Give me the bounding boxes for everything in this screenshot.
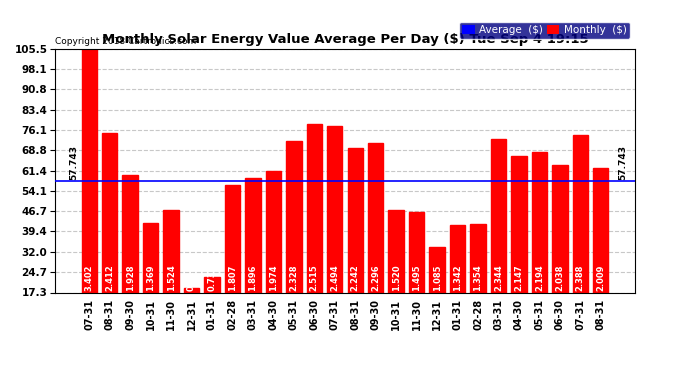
Text: 2.296: 2.296 [371,264,380,291]
Text: 2.194: 2.194 [535,264,544,291]
Text: 0.615: 0.615 [187,264,196,291]
Text: 2.494: 2.494 [331,264,339,291]
Text: 1.495: 1.495 [412,264,421,291]
Text: 1.085: 1.085 [433,265,442,291]
Bar [204,277,219,292]
Bar [409,212,424,292]
Text: 57.743: 57.743 [618,145,627,180]
Title: Monthly Solar Energy Value Average Per Day ($) Tue Sep 4 19:15: Monthly Solar Energy Value Average Per D… [101,33,589,46]
Text: 2.009: 2.009 [596,265,605,291]
Bar [143,223,158,292]
Bar [429,247,445,292]
Text: 1.524: 1.524 [166,264,175,291]
Bar [266,171,281,292]
Bar [327,126,342,292]
Bar [286,141,302,292]
Bar [573,135,588,292]
Bar [164,210,179,292]
Legend: Average  ($), Monthly  ($): Average ($), Monthly ($) [459,22,629,39]
Text: 1.520: 1.520 [392,264,401,291]
Text: 1.928: 1.928 [126,265,135,291]
Bar [532,152,547,292]
Text: 1.974: 1.974 [269,265,278,291]
Text: 2.328: 2.328 [289,265,298,291]
Bar [491,139,506,292]
Bar [122,175,138,292]
Text: 2.344: 2.344 [494,264,503,291]
Bar [245,178,261,292]
Bar [225,185,240,292]
Bar [450,225,465,292]
Text: Copyright 2018 Cartronics.com: Copyright 2018 Cartronics.com [55,38,197,46]
Bar [511,156,526,292]
Text: 2.388: 2.388 [576,265,585,291]
Text: 1.369: 1.369 [146,265,155,291]
Text: 57.743: 57.743 [69,145,78,180]
Bar [593,168,609,292]
Bar [368,143,384,292]
Bar [306,124,322,292]
Text: 2.038: 2.038 [555,265,564,291]
Bar [102,134,117,292]
Text: 1.354: 1.354 [473,264,482,291]
Text: 3.402: 3.402 [85,265,94,291]
Text: 1.807: 1.807 [228,265,237,291]
Text: 2.412: 2.412 [105,264,114,291]
Text: 0.736: 0.736 [208,265,217,291]
Bar [388,210,404,292]
Text: 2.515: 2.515 [310,264,319,291]
Text: 1.342: 1.342 [453,264,462,291]
Bar [184,288,199,292]
Bar [471,224,486,292]
Bar [81,48,97,292]
Text: 2.242: 2.242 [351,264,359,291]
Text: 1.896: 1.896 [248,265,257,291]
Bar [552,165,568,292]
Bar [348,148,363,292]
Text: 2.147: 2.147 [515,264,524,291]
